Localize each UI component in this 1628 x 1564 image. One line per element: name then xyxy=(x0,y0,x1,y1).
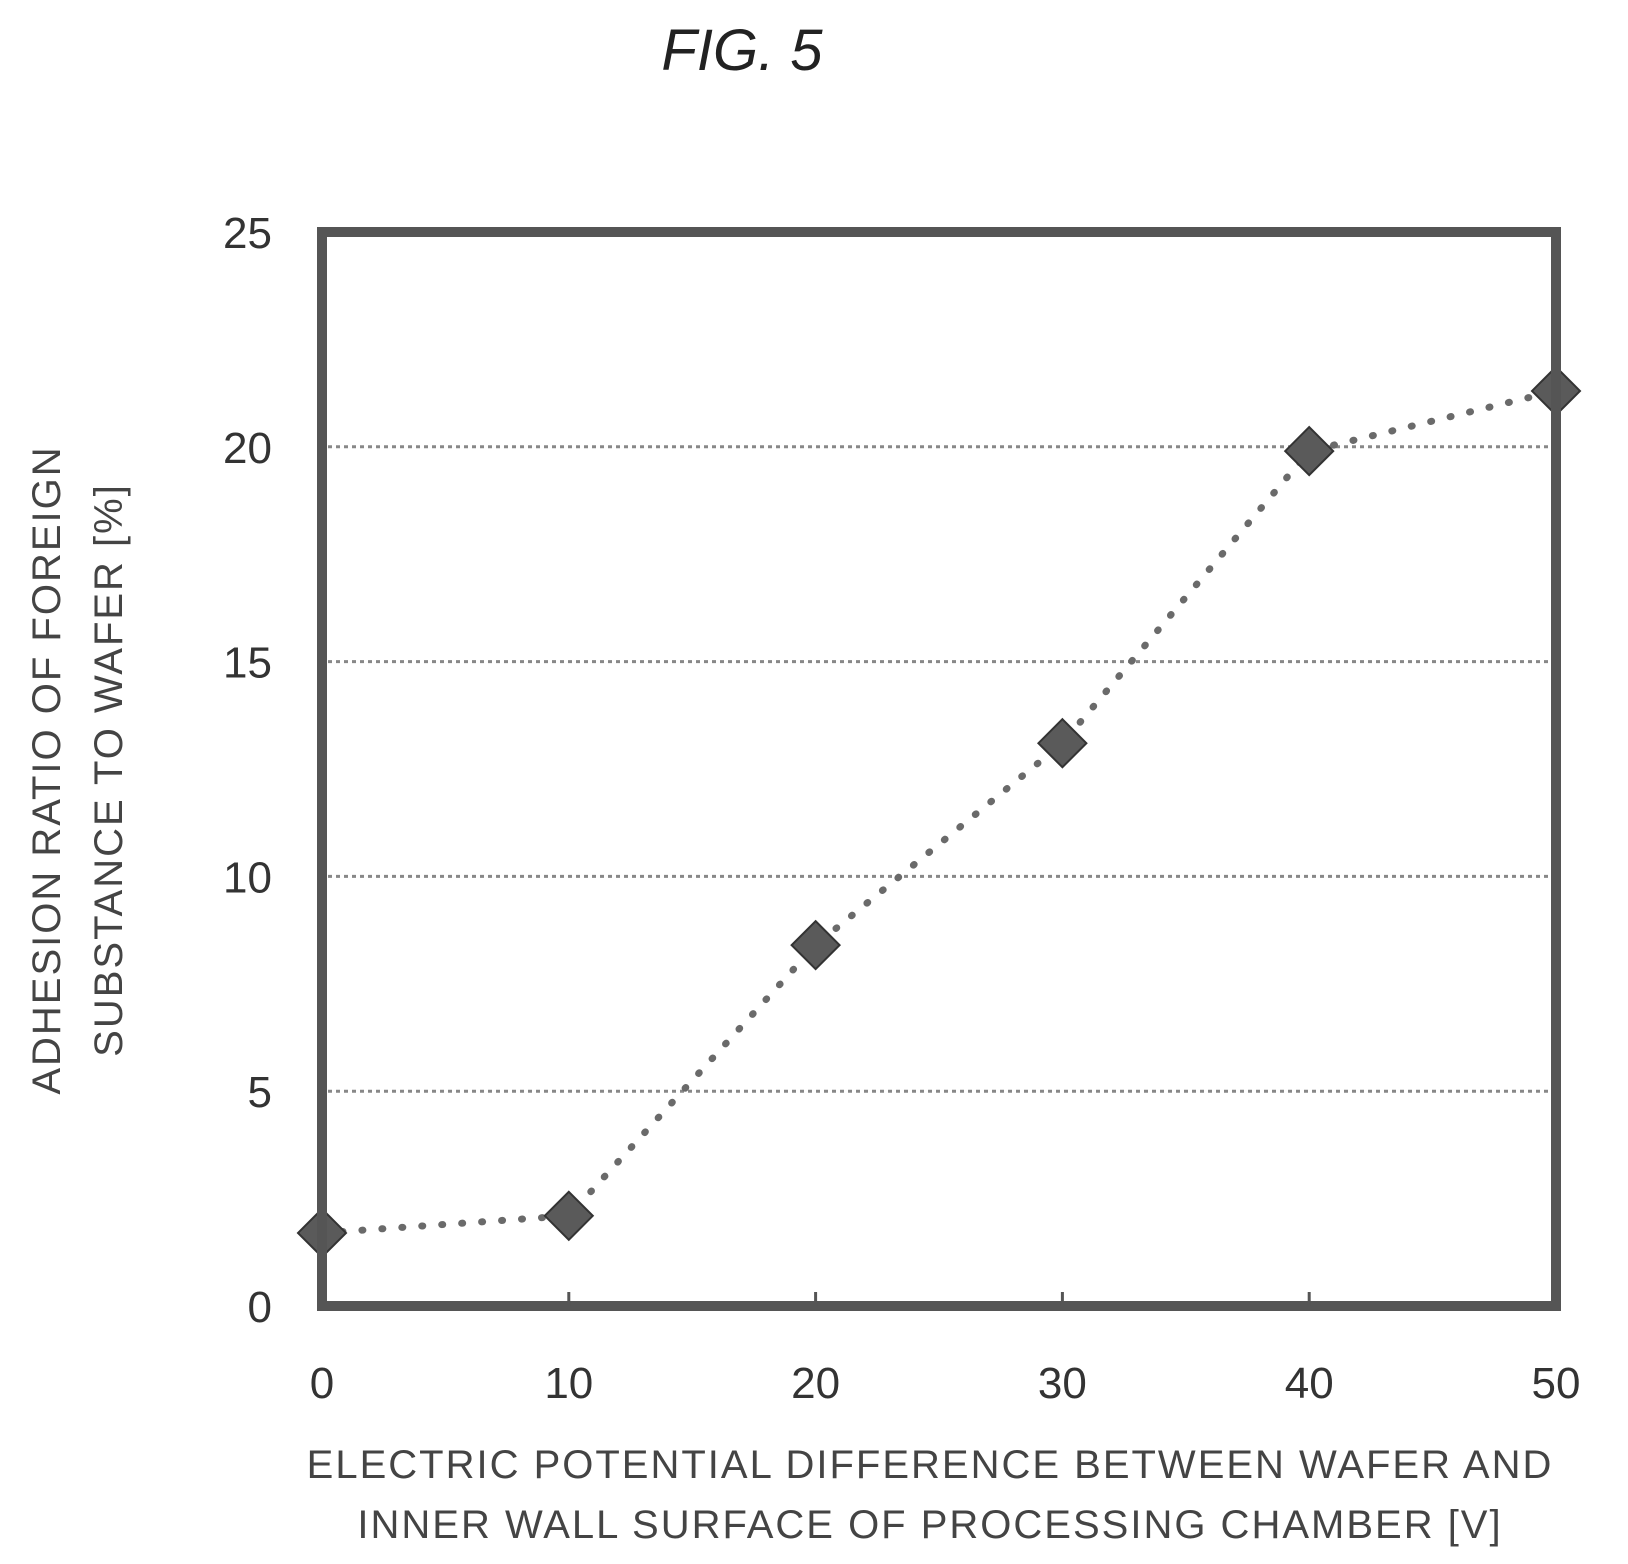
data-point-30 xyxy=(1036,717,1088,769)
y-tick-label-5: 5 xyxy=(248,1068,272,1117)
plot-frame xyxy=(317,227,1561,1311)
y-axis-label: ADHESION RATIO OF FOREIGN SUBSTANCE TO W… xyxy=(25,445,131,1094)
y-tick-label-20: 20 xyxy=(223,424,272,473)
series-line-0 xyxy=(318,387,1560,1237)
x-tick-label-40: 40 xyxy=(1285,1359,1334,1408)
y-axis-label-line-2: SUBSTANCE TO WAFER [%] xyxy=(87,483,131,1057)
x-tick-label-20: 20 xyxy=(791,1359,840,1408)
y-axis-ticks: 0 5 10 15 20 25 xyxy=(223,209,272,1332)
data-series xyxy=(318,387,1560,1237)
x-tick-label-30: 30 xyxy=(1038,1359,1087,1408)
x-axis-label-line-1: ELECTRIC POTENTIAL DIFFERENCE BETWEEN WA… xyxy=(307,1443,1554,1487)
y-tick-label-0: 0 xyxy=(248,1283,272,1332)
x-tick-label-50: 50 xyxy=(1532,1359,1581,1408)
x-axis-ticks: 0 10 20 30 40 50 xyxy=(310,1292,1581,1408)
data-point-20 xyxy=(790,919,842,971)
x-axis-label-line-2: INNER WALL SURFACE OF PROCESSING CHAMBER… xyxy=(357,1503,1502,1547)
y-axis-label-line-1: ADHESION RATIO OF FOREIGN xyxy=(25,445,69,1094)
data-markers xyxy=(296,365,1582,1259)
y-tick-label-15: 15 xyxy=(223,639,272,688)
y-tick-label-25: 25 xyxy=(223,209,272,258)
data-point-10 xyxy=(543,1190,595,1242)
data-point-40 xyxy=(1283,425,1335,477)
x-tick-label-10: 10 xyxy=(544,1359,593,1408)
y-tick-label-10: 10 xyxy=(223,853,272,902)
grid-lines xyxy=(328,445,1550,1093)
x-tick-label-0: 0 xyxy=(310,1359,334,1408)
figure-title: FIG. 5 xyxy=(661,18,823,83)
